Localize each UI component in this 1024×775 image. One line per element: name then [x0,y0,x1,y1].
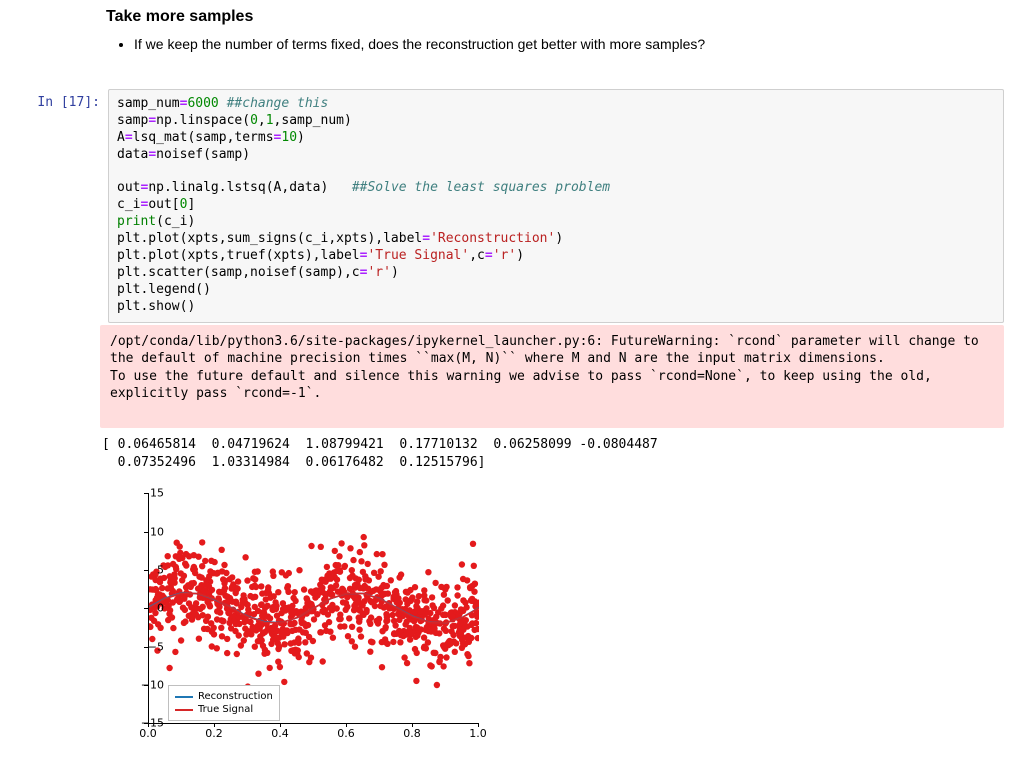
ytick-mark [144,685,148,686]
xtick-label: 0.0 [139,727,157,740]
xtick-label: 0.4 [271,727,289,740]
code-token: out[ [148,197,179,212]
ytick-mark [144,608,148,609]
code-token: plt.scatter(samp,noisef(samp),c [117,265,360,280]
legend-item: True Signal [175,703,273,716]
input-prompt: In [17]: [10,89,108,323]
legend-swatch [175,709,193,711]
code-input[interactable]: samp_num=6000 ##change this samp=np.lins… [108,89,1004,323]
code-token: ] [187,197,195,212]
output-area: /opt/conda/lib/python3.6/site-packages/i… [100,325,1004,756]
code-token: plt.plot(xpts,truef(xpts),label [117,248,360,263]
code-num: 10 [281,130,297,145]
code-string: 'True Signal' [367,248,469,263]
xtick-mark [346,723,347,727]
code-token: c_i [117,197,140,212]
code-op: = [125,130,133,145]
code-comment: ##change this [227,96,329,111]
code-token: plt.legend() [117,282,211,297]
code-token: ) [555,231,563,246]
code-cell: In [17]: samp_num = 6000 ##change this sam… [10,89,1014,323]
code-token: np.linalg.lstsq(A,data) [148,180,352,195]
legend-swatch [175,696,193,698]
code-string: 'Reconstruction' [430,231,555,246]
code-token: ) [391,265,399,280]
code-token: lsq_mat(samp,terms [133,130,274,145]
legend-item: Reconstruction [175,690,273,703]
code-token: plt.show() [117,299,195,314]
code-num: 1 [266,113,274,128]
code-token: A [117,130,125,145]
code-op: = [485,248,493,263]
code-string: 'r' [367,265,390,280]
code-token: ) [297,130,305,145]
markdown-bullet: If we keep the number of terms fixed, do… [134,34,988,55]
xtick-label: 0.8 [403,727,421,740]
code-num: 0 [250,113,258,128]
ytick-mark [144,493,148,494]
code-token: plt.plot(xpts,sum_signs(c_i,xpts),label [117,231,422,246]
code-string: 'r' [493,248,516,263]
output-chart: −15−10−5051015 0.00.20.40.60.81.0 Recons… [100,485,500,755]
output-warning: /opt/conda/lib/python3.6/site-packages/i… [100,325,1004,429]
code-token: np.linspace( [156,113,250,128]
code-token: ) [516,248,524,263]
xtick-mark [148,723,149,727]
markdown-list: If we keep the number of terms fixed, do… [106,34,988,55]
code-op: = [422,231,430,246]
code-token: ,samp_num) [274,113,352,128]
notebook: Take more samples If we keep the number … [0,0,1024,775]
chart-legend: ReconstructionTrue Signal [168,685,280,721]
ytick-mark [144,532,148,533]
code-op: = [148,147,156,162]
xtick-mark [412,723,413,727]
code-token: samp [117,113,148,128]
code-num: 6000 [187,96,218,111]
code-comment: ##Solve the least squares problem [352,180,610,195]
code-op: = [148,113,156,128]
xtick-label: 1.0 [469,727,487,740]
xtick-mark [280,723,281,727]
ytick-mark [144,647,148,648]
code-token: samp_num [117,96,180,111]
code-builtin: print [117,214,156,229]
code-token: out [117,180,140,195]
code-token: ,c [469,248,485,263]
xtick-label: 0.2 [205,727,223,740]
xtick-mark [478,723,479,727]
legend-label: Reconstruction [198,690,273,703]
xtick-mark [214,723,215,727]
legend-label: True Signal [198,703,253,716]
code-token: data [117,147,148,162]
xtick-label: 0.6 [337,727,355,740]
ytick-mark [144,570,148,571]
output-stdout: [ 0.06465814 0.04719624 1.08799421 0.177… [100,428,1004,479]
code-token: (c_i) [156,214,195,229]
code-token: noisef(samp) [156,147,250,162]
markdown-cell: Take more samples If we keep the number … [100,0,994,71]
markdown-heading: Take more samples [106,8,988,26]
